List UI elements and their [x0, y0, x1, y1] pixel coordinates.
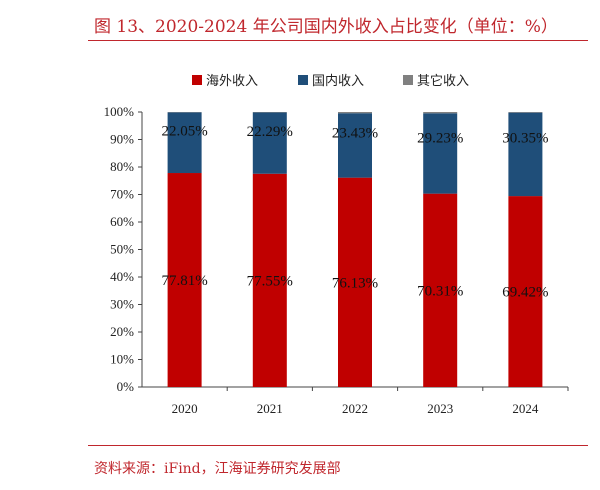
source-rule	[88, 445, 588, 446]
y-tick-label: 10%	[110, 352, 134, 367]
y-tick-label: 50%	[110, 242, 134, 257]
legend-swatch	[298, 75, 308, 85]
bar-segment	[423, 113, 458, 194]
bar-segment	[167, 173, 202, 387]
bar-segment	[423, 112, 458, 114]
y-tick-label: 60%	[110, 214, 134, 229]
source-note: 资料来源：iFind，江海证券研究发展部	[94, 461, 341, 477]
legend-swatch	[403, 75, 413, 85]
data-label: 77.81%	[161, 273, 207, 289]
figure-title: 图 13、2020-2024 年公司国内外收入占比变化（单位：%）	[94, 17, 558, 37]
bar-segment	[508, 196, 543, 387]
y-tick-label: 80%	[110, 159, 134, 174]
bar-segment	[338, 113, 372, 178]
x-tick-label: 2022	[342, 401, 368, 416]
y-tick-label: 70%	[110, 187, 134, 202]
y-tick-label: 100%	[104, 104, 135, 119]
data-label: 22.05%	[161, 124, 207, 140]
data-label: 70.31%	[417, 283, 463, 299]
data-label: 23.43%	[332, 126, 378, 142]
bar-segment	[338, 177, 372, 387]
legend-swatch	[192, 75, 202, 85]
bar-segment	[508, 112, 543, 113]
x-tick-label: 2020	[172, 401, 198, 416]
bar-segment	[423, 193, 458, 387]
y-tick-label: 20%	[110, 324, 134, 339]
bar-segment	[252, 112, 287, 174]
bar-segment	[167, 112, 202, 174]
data-label: 29.23%	[417, 130, 463, 146]
y-tick-label: 30%	[110, 297, 134, 312]
y-tick-label: 0%	[117, 379, 135, 394]
bar-segment	[252, 173, 287, 387]
data-label: 69.42%	[502, 285, 548, 301]
legend-label: 海外收入	[206, 74, 258, 89]
data-label: 30.35%	[502, 131, 548, 147]
data-label: 76.13%	[332, 275, 378, 291]
title-rule	[88, 40, 588, 41]
data-label: 77.55%	[247, 273, 293, 289]
bar-segment	[508, 112, 543, 197]
legend-label: 国内收入	[312, 73, 364, 89]
bar-segment	[338, 112, 372, 114]
x-tick-label: 2023	[427, 401, 453, 416]
stacked-bar-chart: 0% 10% 20% 30% 40% 50% 60% 70% 80% 90% 100% 2020 77.…	[104, 73, 569, 416]
y-tick-label: 90%	[110, 132, 134, 147]
legend-label: 其它收入	[417, 73, 469, 89]
data-label: 22.29%	[247, 124, 293, 140]
x-tick-label: 2024	[512, 401, 539, 416]
x-tick-label: 2021	[257, 401, 283, 416]
y-tick-label: 40%	[110, 269, 134, 284]
